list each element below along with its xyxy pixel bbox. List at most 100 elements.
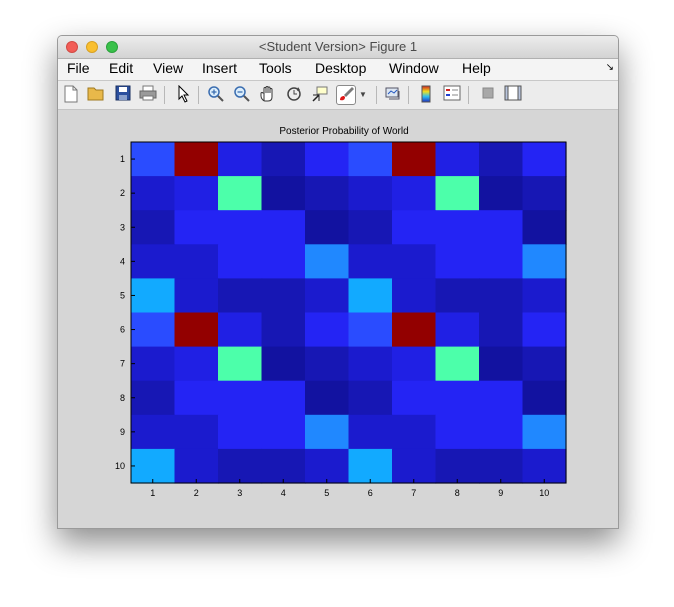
heatmap-cell-r6-c1 [131,312,176,348]
link-plot-icon[interactable] [383,85,403,105]
rotate-3d-icon[interactable] [284,85,304,105]
heatmap-cell-r3-c6 [348,210,393,245]
heatmap-cell-r7-c7 [392,346,437,382]
heatmap-cell-r3-c5 [305,210,350,245]
heatmap-cell-r2-c3 [218,176,263,211]
heatmap-cell-r5-c5 [305,278,350,314]
y-tick-label: 1 [120,154,125,164]
heatmap-cell-r4-c3 [218,244,263,279]
open-file-icon[interactable] [86,85,106,105]
menu-bar: File Edit View Insert Tools Desktop Wind… [58,59,618,81]
heatmap-cell-r8-c8 [435,380,480,416]
heatmap-cell-r10-c1 [131,448,176,484]
print-icon[interactable] [138,85,158,105]
menu-insert[interactable]: Insert [202,60,238,76]
menu-tools[interactable]: Tools [259,60,292,76]
heatmap-cell-r8-c3 [218,380,263,416]
zoom-out-icon[interactable] [232,85,252,105]
heatmap-cell-r4-c7 [392,244,437,279]
menu-view[interactable]: View [153,60,184,76]
heatmap-cell-r1-c8 [435,142,480,177]
menu-window[interactable]: Window [389,60,439,76]
heatmap-cell-r8-c7 [392,380,437,416]
heatmap-cell-r3-c10 [522,210,567,245]
y-tick-label: 7 [120,359,125,369]
heatmap-cell-r9-c7 [392,414,437,450]
pan-hand-icon[interactable] [258,85,278,105]
x-tick-label: 9 [498,488,503,498]
heatmap-cell-r7-c4 [261,346,306,382]
menu-edit[interactable]: Edit [109,60,134,76]
dock-arrow-icon[interactable]: ↘ [605,62,614,73]
save-icon[interactable] [113,85,133,105]
heatmap-cell-r2-c6 [348,176,393,211]
heatmap-cell-r4-c5 [305,244,350,279]
heatmap-cell-r7-c1 [131,346,176,382]
y-tick-label: 2 [120,188,125,198]
menu-desktop[interactable]: Desktop [315,60,367,76]
heatmap-cell-r5-c4 [261,278,306,314]
zoom-in-icon[interactable] [206,85,226,105]
heatmap-cell-r6-c10 [522,312,567,348]
new-figure-icon[interactable] [61,85,81,105]
heatmap-cell-r8-c6 [348,380,393,416]
heatmap-cell-r10-c2 [174,448,219,484]
brush-dropdown-icon[interactable]: ▼ [359,90,367,99]
heatmap-cell-r6-c3 [218,312,263,348]
heatmap-cell-r5-c6 [348,278,393,314]
title-bar[interactable]: <Student Version> Figure 1 [58,36,618,59]
heatmap-cell-r10-c4 [261,448,306,484]
heatmap-cell-r5-c7 [392,278,437,314]
data-cursor-icon[interactable] [310,85,330,105]
axes-box [130,141,567,484]
heatmap-cell-r2-c1 [131,176,176,211]
menu-file[interactable]: File [67,60,90,76]
heatmap-cell-r10-c6 [348,448,393,484]
hide-plot-tools-icon[interactable] [478,85,498,105]
heatmap-cell-r1-c4 [261,142,306,177]
heatmap-cell-r4-c9 [479,244,524,279]
y-tick-label: 10 [115,461,125,471]
heatmap-cell-r5-c3 [218,278,263,314]
minimize-window-button[interactable] [86,41,98,53]
x-tick-label: 4 [281,488,286,498]
heatmap-cell-r10-c10 [522,448,567,484]
edit-plot-arrow-icon[interactable] [173,84,193,105]
heatmap-cell-r6-c6 [348,312,393,348]
legend-icon[interactable] [442,85,462,105]
heatmap-cell-r6-c9 [479,312,524,348]
heatmap-cell-r7-c2 [174,346,219,382]
heatmap-cell-r7-c8 [435,346,480,382]
show-plot-tools-icon[interactable] [503,85,523,105]
x-tick-label: 8 [455,488,460,498]
heatmap-cell-r7-c9 [479,346,524,382]
heatmap-cell-r10-c5 [305,448,350,484]
heatmap-cell-r5-c2 [174,278,219,314]
heatmap-cell-r9-c2 [174,414,219,450]
zoom-window-button[interactable] [106,41,118,53]
heatmap-cell-r8-c1 [131,380,176,416]
heatmap-cell-r9-c10 [522,414,567,450]
figure-canvas: 1 2 3 4 5 6 7 8 9 10 1 2 3 4 5 6 7 8 9 10 Posterior Probabi… [58,110,618,528]
heatmap-cell-r1-c7 [392,142,437,177]
y-tick-label: 4 [120,256,125,266]
brush-icon[interactable] [336,85,356,105]
heatmap-cell-r9-c9 [479,414,524,450]
menu-help[interactable]: Help [462,60,491,76]
heatmap-cell-r1-c2 [174,142,219,177]
heatmap-cell-r8-c4 [261,380,306,416]
heatmap-cell-r9-c1 [131,414,176,450]
y-tick-label: 6 [120,325,125,335]
heatmap-cell-r9-c3 [218,414,263,450]
heatmap-cell-r8-c10 [522,380,567,416]
colorbar-icon[interactable] [416,85,436,105]
heatmap-chart: 1 2 3 4 5 6 7 8 9 10 1 2 3 4 5 6 7 8 9 10 Posterior Probabi… [115,126,567,498]
x-tick-label: 10 [539,488,549,498]
figure-window: <Student Version> Figure 1 File Edit Vie… [57,35,619,529]
close-window-button[interactable] [66,41,78,53]
heatmap-cell-r3-c1 [131,210,176,245]
heatmap-cell-r4-c6 [348,244,393,279]
figure-toolbar: ▼ [58,81,618,110]
heatmap-cell-r9-c8 [435,414,480,450]
heatmap-cell-r1-c1 [131,142,176,177]
